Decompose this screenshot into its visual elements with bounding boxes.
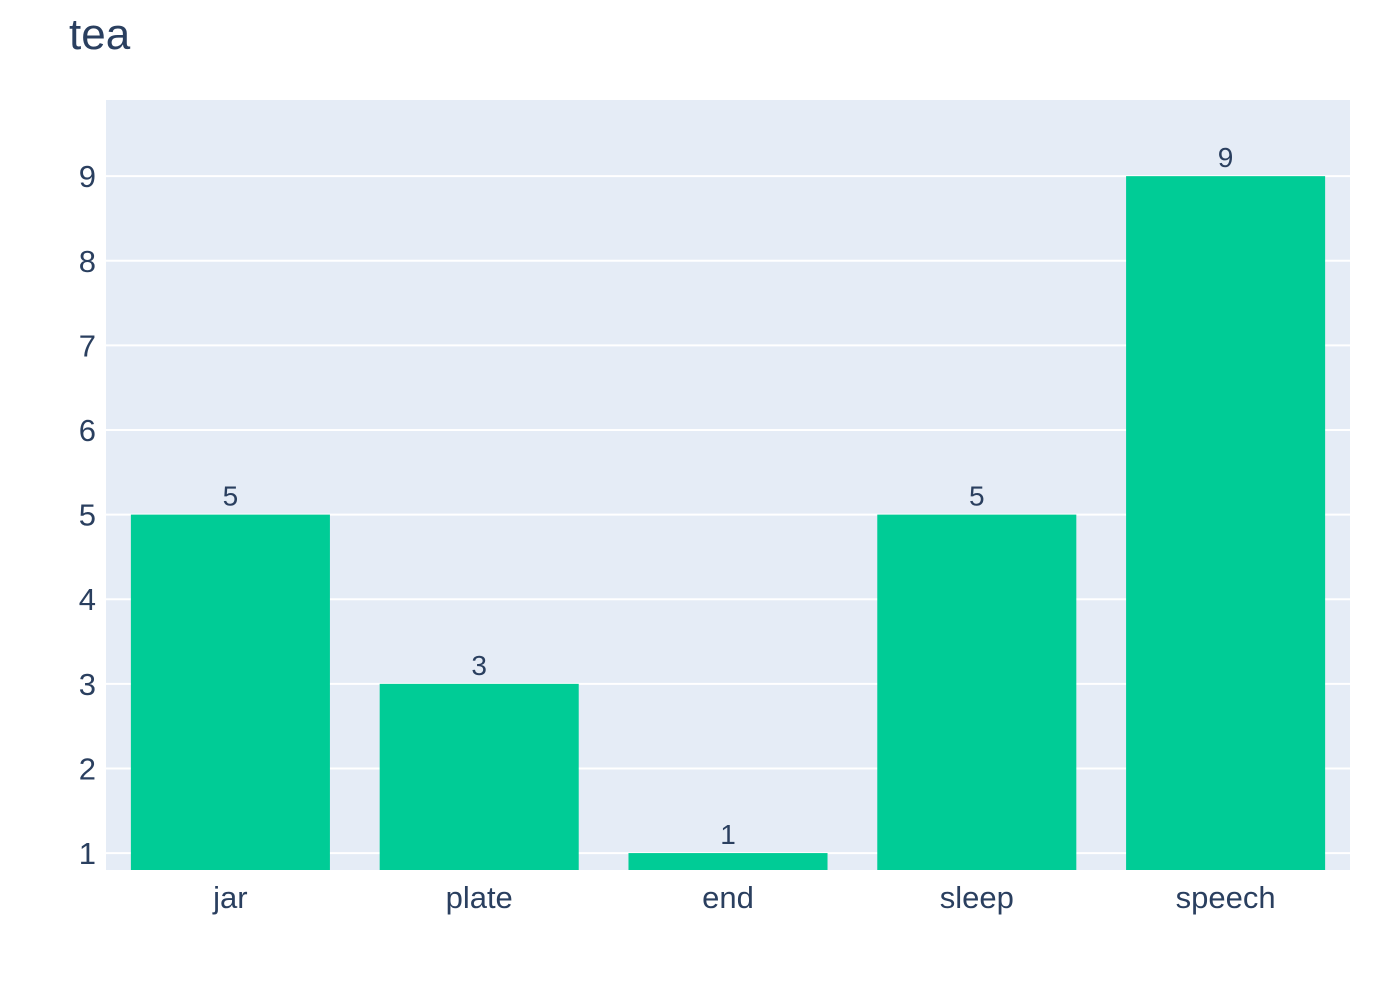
y-tick-label: 1 xyxy=(79,836,96,871)
y-tick-label: 7 xyxy=(79,328,96,363)
x-tick-label: speech xyxy=(1176,880,1276,915)
x-tick-label: sleep xyxy=(940,880,1014,915)
y-tick-label: 4 xyxy=(79,582,96,617)
bar-end xyxy=(628,853,828,870)
data-label: 3 xyxy=(471,650,487,681)
x-tick-label: end xyxy=(702,880,754,915)
bar-sleep xyxy=(877,514,1077,870)
data-label: 5 xyxy=(223,481,239,512)
y-tick-label: 6 xyxy=(79,413,96,448)
y-tick-label: 9 xyxy=(79,159,96,194)
y-tick-label: 5 xyxy=(79,498,96,533)
y-tick-label: 2 xyxy=(79,751,96,786)
x-tick-label: jar xyxy=(212,880,247,915)
chart-title: tea xyxy=(69,10,131,59)
bar-plate xyxy=(379,683,579,870)
y-tick-label: 8 xyxy=(79,244,96,279)
bar-jar xyxy=(130,514,330,870)
bar-speech xyxy=(1126,176,1326,871)
y-tick-label: 3 xyxy=(79,667,96,702)
data-label: 9 xyxy=(1218,142,1234,173)
x-tick-label: plate xyxy=(446,880,513,915)
data-label: 1 xyxy=(720,819,736,850)
data-label: 5 xyxy=(969,481,985,512)
